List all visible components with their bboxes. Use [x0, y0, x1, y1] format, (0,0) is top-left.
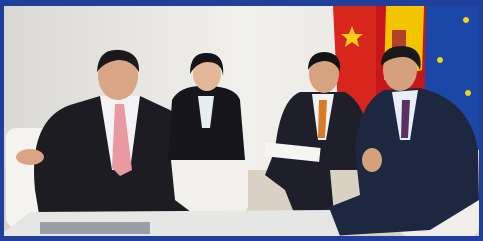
eu-star: [463, 17, 469, 23]
eu-star: [437, 57, 443, 63]
page: (() => { const data = JSON.parse(documen…: [0, 0, 483, 241]
hands: [362, 148, 382, 172]
photo: [0, 0, 483, 241]
hand: [16, 149, 44, 165]
eu-star: [465, 90, 471, 96]
table-items: [40, 222, 150, 234]
spain-coat-of-arms: [392, 30, 406, 48]
